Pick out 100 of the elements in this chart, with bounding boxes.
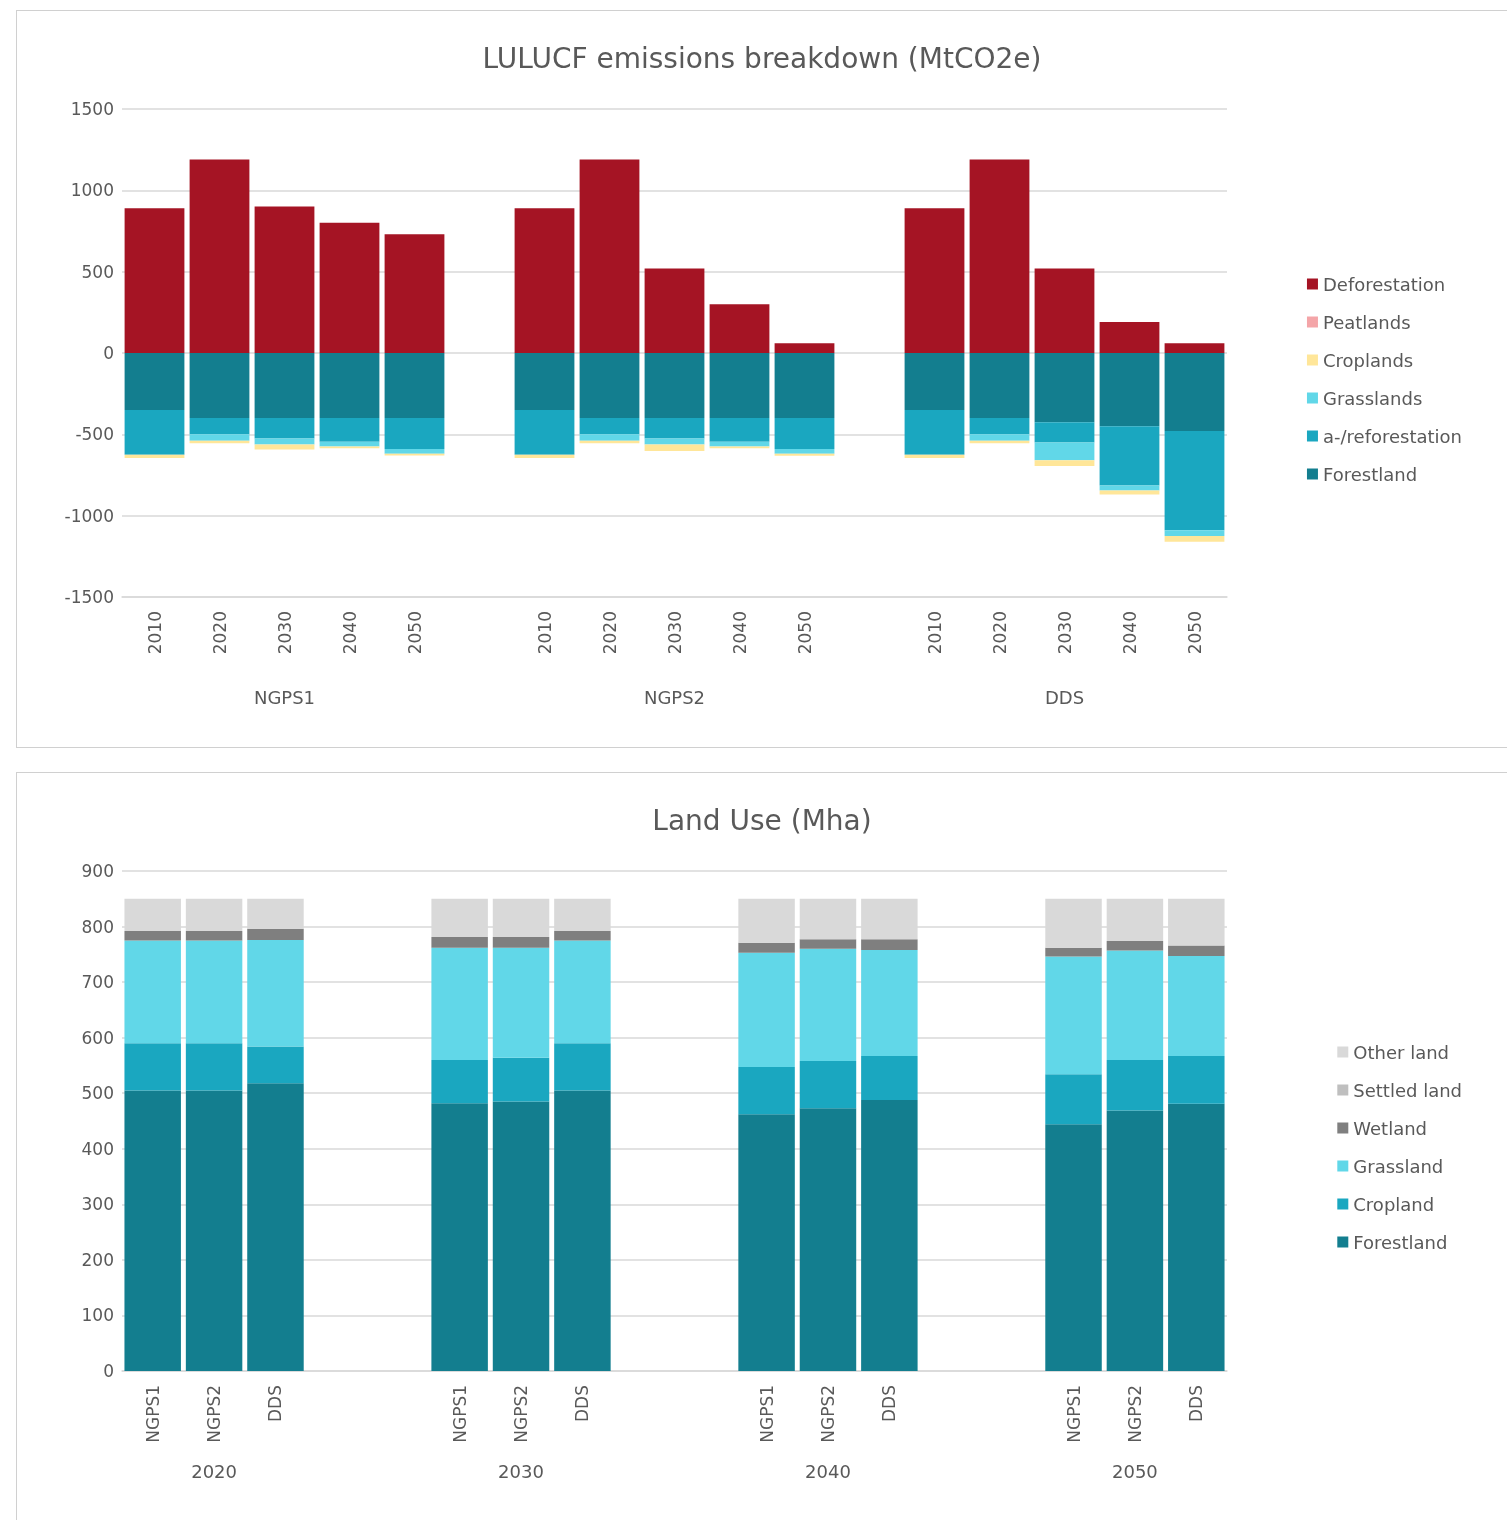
bar [384,448,445,454]
y-tick-label: 600 [81,1027,114,1048]
bar [189,418,250,435]
legend-label: Settled land [1353,1079,1462,1101]
bar [969,353,1030,419]
bar [1164,536,1225,542]
bar [1045,1074,1102,1125]
bar [1168,956,1225,1056]
bar [431,937,488,948]
bar [124,1043,181,1091]
y-tick-label: 900 [81,861,114,881]
x-tick-label: 2050 [794,611,815,655]
y-tick-label: 500 [81,1083,114,1104]
bar [247,1083,304,1371]
x-tick-label: 2050 [404,611,425,655]
x-tick-label: DDS [879,1385,900,1422]
x-tick-label: 2030 [274,611,295,655]
bar [1106,1110,1164,1371]
bar [1034,442,1095,461]
bar [799,1061,857,1109]
bar [579,353,640,419]
x-tick-label: NGPS2 [817,1385,838,1443]
bar [904,353,965,410]
x-tick-label: NGPS1 [1063,1385,1084,1443]
bar [124,454,185,458]
bar [1045,1124,1102,1371]
bar [514,353,575,410]
bar [644,444,705,452]
bar [384,234,445,353]
x-tick-label: DDS [1186,1385,1207,1422]
bar [1034,268,1095,353]
bar [1168,1103,1225,1371]
bar [579,418,640,435]
text: 2040 [805,1460,851,1482]
bar [254,438,315,445]
bar [861,1099,918,1371]
bar [644,418,705,439]
bar [644,268,705,353]
bar [384,353,445,419]
x-tick-label: 2030 [664,611,685,655]
bar [1164,530,1225,536]
bar [1034,353,1095,423]
legend-label: Wetland [1353,1117,1428,1139]
x-tick-label: 2040 [1119,611,1140,655]
bar [254,353,315,419]
y-tick-label: -500 [75,424,114,445]
bar [799,939,857,949]
x-tick-label: DDS [265,1385,286,1422]
y-tick-label: -1000 [64,505,114,526]
bar [644,438,705,445]
y-tick-label: 800 [81,916,114,937]
bar [247,1046,304,1084]
text: 2030 [498,1460,544,1482]
bar [554,1090,611,1371]
bar [384,418,445,449]
x-tick-label: 2020 [209,611,230,655]
text: 2050 [1112,1460,1158,1482]
text: DDS [1044,686,1085,708]
legend-label: Croplands [1322,349,1414,371]
legend-label: Grassland [1353,1155,1444,1177]
bar [904,454,965,458]
chart-title: Land Use (Mha) [652,803,872,837]
bar [1106,1059,1164,1111]
bar [247,939,304,1047]
x-tick-label: 2030 [1054,611,1075,655]
bar [644,353,705,419]
bar [799,948,857,1061]
bar [709,418,770,442]
legend-label: Peatlands [1322,311,1411,333]
bar [1045,947,1102,957]
legend-label: a-/reforestation [1322,425,1462,447]
legend-label: Forestland [1322,463,1418,485]
bar [1164,353,1225,432]
chart-title: LULUCF emissions breakdown (MtCO2e) [482,41,1042,75]
bar [1106,950,1164,1060]
bar [431,1103,488,1371]
bar [1106,941,1164,951]
bar [124,409,185,455]
bar [431,1059,488,1104]
bar [709,353,770,419]
bar [969,159,1030,353]
bar [1099,490,1160,495]
y-tick-label: 1000 [70,180,114,201]
bar [579,434,640,441]
y-tick-label: 100 [81,1305,114,1326]
y-tick-label: 300 [81,1194,114,1215]
bar [254,206,315,353]
bar [514,208,575,353]
x-tick-label: 2040 [729,611,750,655]
bar [124,940,181,1044]
x-tick-label: 2020 [989,611,1010,655]
bar [861,949,918,1056]
bar [738,942,795,953]
bar [514,454,575,458]
bar [1045,956,1102,1075]
x-tick-label: NGPS1 [449,1385,470,1443]
bar [189,353,250,419]
bar [319,441,380,447]
text: NGPS1 [253,686,316,708]
bar [1168,1056,1225,1104]
